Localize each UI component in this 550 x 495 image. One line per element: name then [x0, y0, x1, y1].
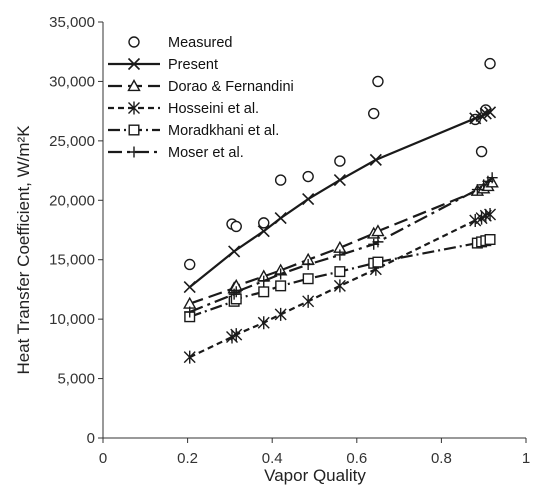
- x-axis-title: Vapor Quality: [264, 466, 366, 485]
- legend-marker: [127, 79, 141, 92]
- y-axis-title: Heat Transfer Coefficient, W/m²K: [14, 125, 33, 375]
- data-point: [372, 75, 384, 88]
- data-point: [275, 280, 287, 292]
- data-point: [333, 279, 346, 293]
- legend-entry: Hosseini et al.: [108, 101, 259, 117]
- series-1: [183, 106, 497, 294]
- data-point: [184, 306, 196, 318]
- legend-label: Dorao & Fernandini: [168, 79, 294, 95]
- legend-marker: [127, 57, 141, 71]
- data-point: [334, 266, 346, 278]
- data-point: [469, 213, 482, 227]
- series-5: [184, 172, 498, 318]
- data-point: [371, 224, 385, 237]
- data-point: [230, 328, 243, 342]
- y-tick-label: 25,000: [49, 133, 95, 150]
- legend-entry: Present: [108, 57, 218, 73]
- data-point: [484, 208, 497, 222]
- x-tick-label: 0.8: [431, 450, 452, 467]
- data-point: [258, 275, 270, 287]
- y-tick-label: 15,000: [49, 252, 95, 269]
- axes: 0 5,000 10,000 15,000 20,000 25,000 30,000 35,0…: [49, 14, 530, 467]
- data-point: [368, 107, 380, 120]
- y-tick-label: 20,000: [49, 192, 95, 209]
- x-tick-label: 0: [99, 450, 107, 467]
- data-point: [334, 155, 346, 167]
- series-0: [184, 57, 496, 271]
- data-point: [484, 234, 496, 246]
- data-point: [469, 112, 482, 125]
- data-point: [183, 280, 196, 294]
- y-tick-label: 35,000: [49, 14, 95, 31]
- data-point: [475, 145, 488, 158]
- data-point: [479, 107, 492, 120]
- data-point: [372, 256, 384, 268]
- legend-entry: Moser et al.: [108, 145, 244, 161]
- y-tick-label: 10,000: [49, 311, 95, 328]
- data-point: [257, 225, 270, 238]
- data-point: [258, 217, 270, 229]
- series-3: [183, 208, 497, 364]
- data-point: [274, 212, 287, 225]
- data-point: [230, 286, 242, 298]
- legend-entry: Measured: [128, 35, 232, 51]
- data-point: [302, 258, 314, 270]
- legend-entry: Moradkhani et al.: [108, 123, 279, 139]
- x-tick-label: 0.6: [346, 450, 367, 467]
- data-point: [333, 174, 346, 187]
- x-tick-label: 0.4: [262, 450, 283, 467]
- legend-marker: [128, 124, 140, 136]
- series-2: [183, 175, 499, 309]
- data-point: [228, 245, 241, 258]
- series-layer: [183, 57, 499, 364]
- data-point: [484, 57, 496, 70]
- data-point: [302, 170, 314, 183]
- x-tick-label: 1: [522, 450, 530, 467]
- data-point: [183, 350, 196, 364]
- y-tick-label: 0: [87, 430, 95, 447]
- data-point: [184, 258, 196, 271]
- legend-label: Moser et al.: [168, 145, 244, 161]
- legend-label: Measured: [168, 35, 232, 51]
- legend-marker: [128, 146, 140, 158]
- legend-entry: Dorao & Fernandini: [108, 79, 294, 95]
- data-point: [302, 193, 315, 206]
- legend: Measured Present Dorao & Fernandini Hossein…: [108, 35, 294, 161]
- y-tick-label: 5,000: [57, 371, 95, 388]
- data-point: [274, 174, 287, 186]
- legend-marker: [128, 101, 140, 115]
- data-point: [483, 106, 497, 119]
- data-point: [334, 249, 346, 261]
- y-tick-label: 30,000: [49, 73, 95, 90]
- data-point: [302, 294, 315, 308]
- legend-label: Present: [168, 57, 218, 73]
- data-point: [275, 268, 287, 280]
- legend-marker: [128, 36, 140, 48]
- data-point: [486, 172, 498, 184]
- legend-label: Hosseini et al.: [168, 101, 259, 117]
- data-point: [372, 236, 384, 248]
- series-4: [184, 234, 496, 323]
- legend-label: Moradkhani et al.: [168, 123, 279, 139]
- x-tick-label: 0.2: [177, 450, 198, 467]
- data-point: [369, 153, 382, 166]
- data-point: [274, 307, 287, 321]
- data-point: [258, 286, 270, 298]
- data-point: [230, 220, 242, 233]
- data-point: [302, 273, 314, 285]
- data-point: [471, 184, 483, 196]
- data-point: [257, 316, 270, 330]
- data-point: [228, 288, 240, 300]
